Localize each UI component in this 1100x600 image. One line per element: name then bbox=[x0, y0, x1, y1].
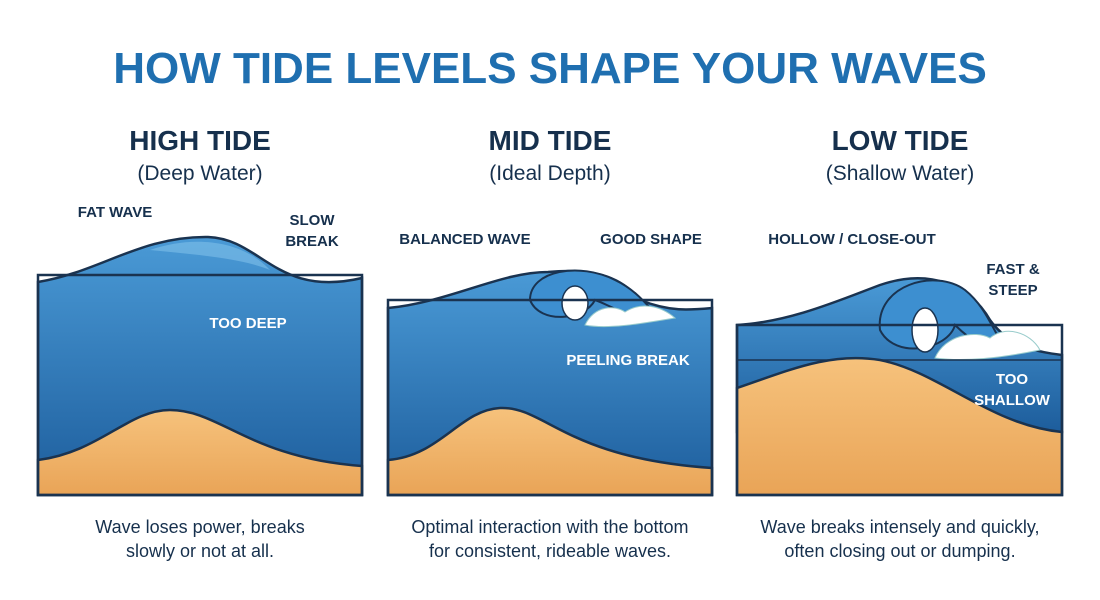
panel-subheading: (Ideal Depth) bbox=[489, 162, 610, 185]
panel-heading: HIGH TIDE bbox=[129, 125, 271, 156]
panel-low bbox=[735, 277, 1064, 497]
panel-caption: slowly or not at all. bbox=[126, 541, 274, 561]
panel-caption: for consistent, rideable waves. bbox=[429, 541, 671, 561]
wave-label: TOO DEEP bbox=[209, 315, 286, 332]
wave-label: TOO bbox=[996, 371, 1029, 388]
wave-label: SLOW bbox=[290, 212, 336, 229]
panel-high bbox=[36, 235, 364, 497]
wave-label: PEELING BREAK bbox=[566, 352, 690, 369]
panel-caption: Wave breaks intensely and quickly, bbox=[760, 517, 1039, 537]
panel-heading: LOW TIDE bbox=[832, 125, 969, 156]
panel-subheading: (Shallow Water) bbox=[826, 162, 975, 185]
wave-label: STEEP bbox=[988, 282, 1037, 299]
panel-heading: MID TIDE bbox=[489, 125, 612, 156]
wave-label: FAST & bbox=[986, 261, 1040, 278]
panel-mid bbox=[386, 269, 714, 497]
panel-subheading: (Deep Water) bbox=[137, 162, 262, 185]
panel-caption: Wave loses power, breaks bbox=[95, 517, 304, 537]
wave-label: HOLLOW / CLOSE-OUT bbox=[768, 231, 935, 248]
panel-caption: Optimal interaction with the bottom bbox=[411, 517, 688, 537]
wave-label: BREAK bbox=[285, 233, 339, 250]
wave-label: BALANCED WAVE bbox=[399, 231, 530, 248]
wave-label: SHALLOW bbox=[974, 392, 1051, 409]
title: HOW TIDE LEVELS SHAPE YOUR WAVES bbox=[113, 44, 987, 93]
wave-label: FAT WAVE bbox=[78, 204, 152, 221]
wave-label: GOOD SHAPE bbox=[600, 231, 702, 248]
panel-caption: often closing out or dumping. bbox=[784, 541, 1015, 561]
